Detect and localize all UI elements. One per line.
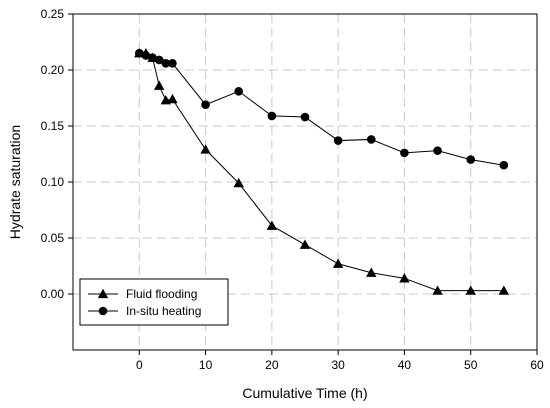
- x-axis-title: Cumulative Time (h): [242, 385, 367, 401]
- data-point-1-5: [168, 58, 177, 68]
- data-point-1-3: [154, 55, 164, 65]
- x-tick-label-3: 30: [331, 358, 345, 372]
- legend: Fluid flooding In-situ heating: [79, 278, 229, 326]
- axis-labels: Cumulative Time (h) Hydrate saturation: [7, 125, 368, 401]
- data-point-1-10: [333, 136, 343, 145]
- data-point-0-13: [432, 285, 443, 295]
- data-point-0-10: [332, 258, 344, 268]
- axes: 0 10 20 30 40 50 60 0.00 0.05 0.10 0.15 0.20 0.25: [41, 7, 544, 372]
- y-tick-label-3: 0.15: [41, 119, 65, 133]
- data-point-0-15: [498, 285, 510, 295]
- series-line-0: [139, 52, 504, 292]
- x-tick-label-1: 10: [199, 358, 213, 372]
- legend-label-1: In-situ heating: [126, 304, 201, 318]
- legend-marker-0: [97, 288, 109, 299]
- data-point-1-11: [366, 135, 376, 144]
- y-tick-label-1: 0.05: [41, 231, 65, 245]
- y-tick-label-5: 0.25: [41, 7, 65, 21]
- y-axis-title: Hydrate saturation: [7, 125, 23, 239]
- y-tick-label-0: 0.00: [41, 287, 65, 301]
- data-point-1-8: [267, 111, 277, 121]
- data-point-0-5: [167, 93, 178, 104]
- data-point-0-11: [366, 267, 377, 277]
- data-point-0-12: [399, 273, 410, 283]
- data-point-0-7: [233, 177, 244, 188]
- legend-box: [79, 278, 229, 326]
- y-tick-label-4: 0.20: [41, 63, 65, 77]
- y-tick-label-2: 0.10: [41, 175, 65, 189]
- x-tick-label-2: 20: [265, 358, 279, 372]
- data-point-1-2: [148, 53, 157, 62]
- data-point-1-1: [141, 51, 151, 60]
- data-point-1-4: [161, 58, 171, 68]
- x-tick-label-0: 0: [136, 358, 143, 372]
- data-point-1-13: [433, 146, 442, 155]
- data-point-0-8: [266, 220, 278, 230]
- data-point-1-0: [134, 48, 144, 58]
- x-tick-label-4: 40: [398, 358, 412, 372]
- series-layer: [134, 48, 510, 295]
- data-point-1-6: [201, 100, 210, 110]
- data-point-1-12: [400, 148, 409, 158]
- data-point-1-7: [234, 86, 244, 96]
- data-point-0-9: [299, 239, 311, 249]
- x-tick-label-6: 60: [530, 358, 544, 372]
- legend-marker-1: [98, 306, 108, 316]
- series-1: [134, 48, 509, 170]
- legend-label-0: Fluid flooding: [126, 287, 197, 301]
- data-point-0-14: [465, 285, 476, 295]
- data-point-0-3: [153, 80, 165, 90]
- data-point-1-9: [300, 112, 310, 122]
- data-point-0-6: [200, 144, 211, 154]
- data-point-1-15: [499, 160, 509, 170]
- x-tick-label-5: 50: [464, 358, 478, 372]
- data-point-1-14: [466, 155, 476, 164]
